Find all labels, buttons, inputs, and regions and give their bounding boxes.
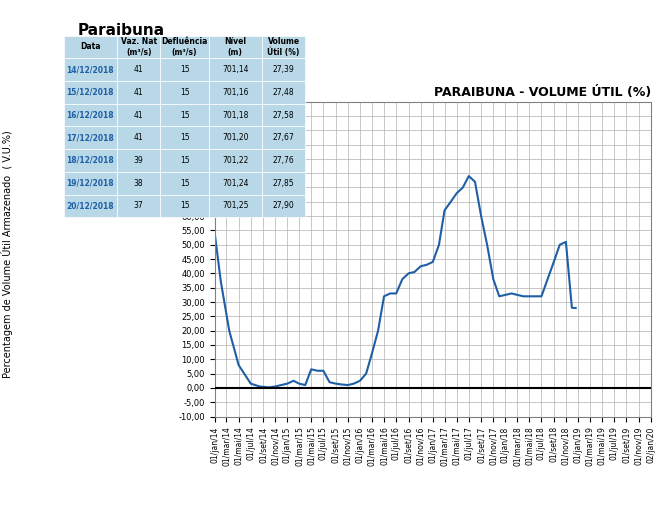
FancyBboxPatch shape (209, 104, 262, 126)
Text: 701,25: 701,25 (222, 201, 248, 210)
FancyBboxPatch shape (64, 58, 117, 81)
FancyBboxPatch shape (160, 81, 209, 104)
FancyBboxPatch shape (64, 36, 117, 58)
FancyBboxPatch shape (262, 126, 305, 149)
Text: 14/12/2018: 14/12/2018 (66, 65, 114, 74)
Text: 701,22: 701,22 (222, 156, 248, 165)
Text: 701,20: 701,20 (222, 133, 248, 142)
Text: 27,85: 27,85 (272, 179, 295, 187)
FancyBboxPatch shape (64, 149, 117, 172)
FancyBboxPatch shape (262, 81, 305, 104)
Text: 41: 41 (134, 111, 144, 119)
Text: 701,18: 701,18 (222, 111, 248, 119)
FancyBboxPatch shape (209, 81, 262, 104)
Text: 15/12/2018: 15/12/2018 (66, 88, 114, 97)
Text: 37: 37 (134, 201, 144, 210)
FancyBboxPatch shape (117, 149, 160, 172)
FancyBboxPatch shape (209, 126, 262, 149)
Text: Data: Data (80, 42, 101, 51)
Text: 27,58: 27,58 (272, 111, 295, 119)
Text: 27,90: 27,90 (272, 201, 295, 210)
Text: Paraibuna: Paraibuna (77, 23, 164, 38)
FancyBboxPatch shape (64, 172, 117, 195)
Text: 38: 38 (134, 179, 144, 187)
FancyBboxPatch shape (209, 149, 262, 172)
FancyBboxPatch shape (160, 149, 209, 172)
FancyBboxPatch shape (117, 172, 160, 195)
FancyBboxPatch shape (117, 36, 160, 58)
FancyBboxPatch shape (160, 36, 209, 58)
FancyBboxPatch shape (64, 81, 117, 104)
FancyBboxPatch shape (64, 126, 117, 149)
Text: 15: 15 (180, 201, 189, 210)
FancyBboxPatch shape (117, 126, 160, 149)
Text: 701,16: 701,16 (222, 88, 248, 97)
Text: 16/12/2018: 16/12/2018 (66, 111, 114, 119)
FancyBboxPatch shape (117, 104, 160, 126)
FancyBboxPatch shape (209, 172, 262, 195)
FancyBboxPatch shape (209, 36, 262, 58)
FancyBboxPatch shape (64, 195, 117, 217)
FancyBboxPatch shape (262, 36, 305, 58)
FancyBboxPatch shape (209, 58, 262, 81)
Text: 15: 15 (180, 179, 189, 187)
Text: 15: 15 (180, 65, 189, 74)
Text: 27,48: 27,48 (272, 88, 295, 97)
Text: 41: 41 (134, 133, 144, 142)
Text: 701,14: 701,14 (222, 65, 248, 74)
FancyBboxPatch shape (160, 172, 209, 195)
FancyBboxPatch shape (262, 195, 305, 217)
FancyBboxPatch shape (160, 58, 209, 81)
FancyBboxPatch shape (117, 58, 160, 81)
FancyBboxPatch shape (117, 81, 160, 104)
Text: 701,24: 701,24 (222, 179, 248, 187)
Text: 27,67: 27,67 (272, 133, 295, 142)
Text: 18/12/2018: 18/12/2018 (66, 156, 114, 165)
Text: Percentagem de Volume Útil Armazenado  ( V.U.%): Percentagem de Volume Útil Armazenado ( … (1, 130, 13, 378)
FancyBboxPatch shape (262, 149, 305, 172)
Text: 41: 41 (134, 88, 144, 97)
FancyBboxPatch shape (117, 195, 160, 217)
FancyBboxPatch shape (160, 104, 209, 126)
Text: 27,39: 27,39 (272, 65, 295, 74)
FancyBboxPatch shape (160, 126, 209, 149)
FancyBboxPatch shape (209, 195, 262, 217)
FancyBboxPatch shape (160, 195, 209, 217)
Text: 27,76: 27,76 (272, 156, 295, 165)
Text: 19/12/2018: 19/12/2018 (66, 179, 114, 187)
Text: 20/12/2018: 20/12/2018 (66, 201, 114, 210)
Text: Volume
Útil (%): Volume Útil (%) (267, 37, 300, 57)
Text: 15: 15 (180, 156, 189, 165)
Text: PARAIBUNA - VOLUME ÚTIL (%): PARAIBUNA - VOLUME ÚTIL (%) (433, 86, 651, 99)
Text: 15: 15 (180, 133, 189, 142)
FancyBboxPatch shape (262, 58, 305, 81)
Text: 17/12/2018: 17/12/2018 (66, 133, 114, 142)
FancyBboxPatch shape (262, 104, 305, 126)
Text: 15: 15 (180, 88, 189, 97)
Text: 39: 39 (134, 156, 144, 165)
Text: Defluência
(m³/s): Defluência (m³/s) (161, 37, 208, 56)
Text: Nível
(m): Nível (m) (224, 37, 246, 56)
Text: Vaz. Nat
(m³/s): Vaz. Nat (m³/s) (121, 37, 157, 56)
Text: 41: 41 (134, 65, 144, 74)
FancyBboxPatch shape (262, 172, 305, 195)
Text: 15: 15 (180, 111, 189, 119)
FancyBboxPatch shape (64, 104, 117, 126)
